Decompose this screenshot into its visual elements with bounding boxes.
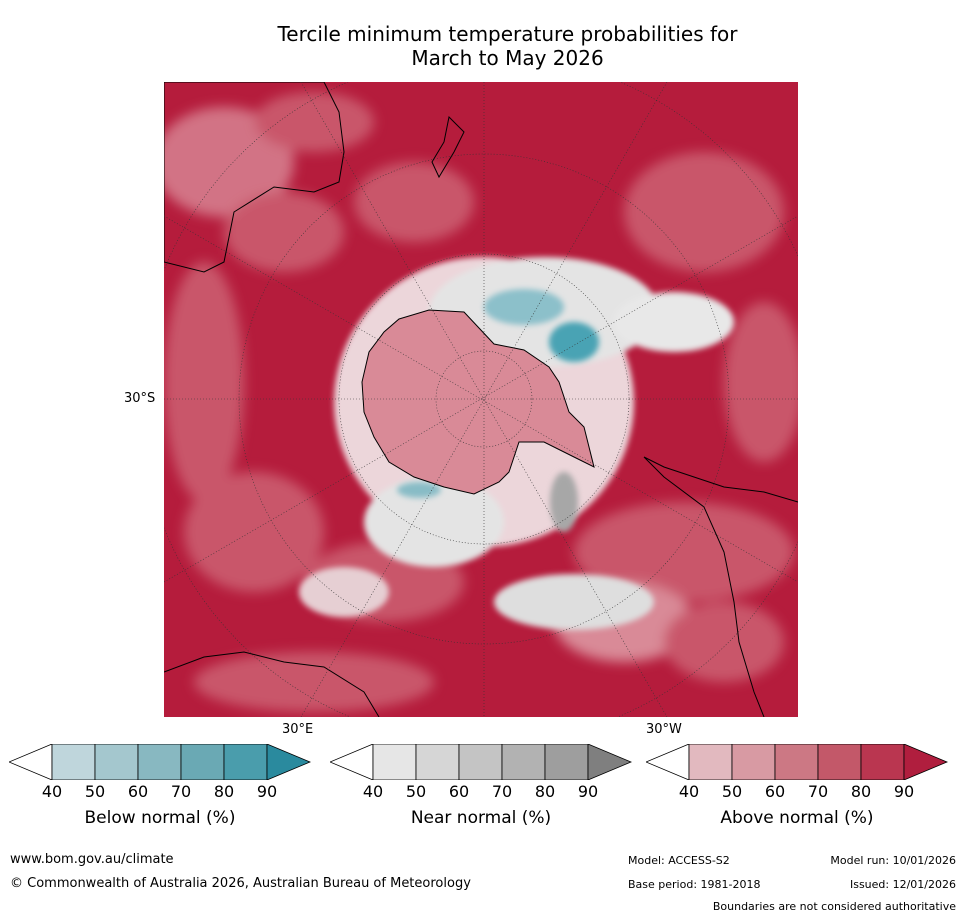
africa-coast <box>164 651 380 717</box>
lon-label-30w: 30°W <box>646 722 682 737</box>
lat-label-30s: 30°S <box>124 391 156 406</box>
colorbar-segment <box>458 744 503 780</box>
colorbar-arrow-high <box>266 744 311 780</box>
lon-label-30e: 30°E <box>282 722 314 737</box>
chart-title: Tercile minimum temperature probabilitie… <box>160 22 855 70</box>
tick: 70 <box>807 782 829 801</box>
australia-coast <box>164 82 345 273</box>
tick: 70 <box>170 782 192 801</box>
footer-disclaimer: Boundaries are not considered authoritat… <box>712 900 956 913</box>
tick: 90 <box>577 782 599 801</box>
title-line-2: March to May 2026 <box>411 46 604 70</box>
colorbar-below-svg <box>9 744 311 780</box>
colorbar-arrow-low <box>330 744 374 780</box>
tick: 60 <box>764 782 786 801</box>
polar-map <box>164 82 798 717</box>
colorbar-segment <box>180 744 225 780</box>
above-normal-patches <box>164 92 798 712</box>
tick: 80 <box>534 782 556 801</box>
tick: 40 <box>362 782 384 801</box>
footer-copyright: © Commonwealth of Australia 2026, Austra… <box>10 876 471 891</box>
tick: 50 <box>405 782 427 801</box>
colorbar-arrow-high <box>587 744 632 780</box>
new-zealand-coast <box>431 115 465 179</box>
tick: 50 <box>84 782 106 801</box>
footer-model: Model: ACCESS-S2 <box>628 854 730 867</box>
colorbar-below <box>9 744 311 780</box>
colorbar-segment <box>223 744 268 780</box>
colorbar-arrow-low <box>646 744 690 780</box>
colorbar-near-svg <box>330 744 632 780</box>
colorbar-segment <box>817 744 862 780</box>
title-line-1: Tercile minimum temperature probabilitie… <box>277 22 738 46</box>
tick: 40 <box>678 782 700 801</box>
colorbar-segment <box>501 744 546 780</box>
colorbar-segment <box>372 744 417 780</box>
colorbar-above-title: Above normal (%) <box>720 808 874 828</box>
colorbar-below-title: Below normal (%) <box>84 808 236 828</box>
graticule <box>164 82 798 717</box>
colorbar-above <box>646 744 948 780</box>
colorbar-segment <box>137 744 182 780</box>
tick: 80 <box>850 782 872 801</box>
colorbar-segment <box>774 744 819 780</box>
colorbar-segment <box>51 744 96 780</box>
colorbar-near-title: Near normal (%) <box>410 808 552 828</box>
tick: 60 <box>448 782 470 801</box>
footer-url: www.bom.gov.au/climate <box>10 852 174 867</box>
tick: 40 <box>41 782 63 801</box>
tick: 80 <box>213 782 235 801</box>
tick: 90 <box>893 782 915 801</box>
colorbar-segment <box>860 744 905 780</box>
below-normal-patches <box>397 289 599 532</box>
colorbar-segment <box>415 744 460 780</box>
antarctica <box>361 309 595 495</box>
colorbar-arrow-low <box>9 744 53 780</box>
colorbar-near <box>330 744 632 780</box>
footer-base-period: Base period: 1981-2018 <box>628 878 761 891</box>
tick: 60 <box>127 782 149 801</box>
tick: 70 <box>491 782 513 801</box>
colorbar-above-svg <box>646 744 948 780</box>
map-svg <box>164 82 798 717</box>
colorbar-arrow-high <box>903 744 948 780</box>
tick: 50 <box>721 782 743 801</box>
colorbar-segment <box>731 744 776 780</box>
colorbar-segment <box>688 744 733 780</box>
footer-model-run: Model run: 10/01/2026 <box>830 854 956 867</box>
tick: 90 <box>256 782 278 801</box>
south-america-coast <box>643 456 798 717</box>
footer-issued: Issued: 12/01/2026 <box>849 878 956 891</box>
colorbar-segment <box>94 744 139 780</box>
colorbar-segment <box>544 744 589 780</box>
